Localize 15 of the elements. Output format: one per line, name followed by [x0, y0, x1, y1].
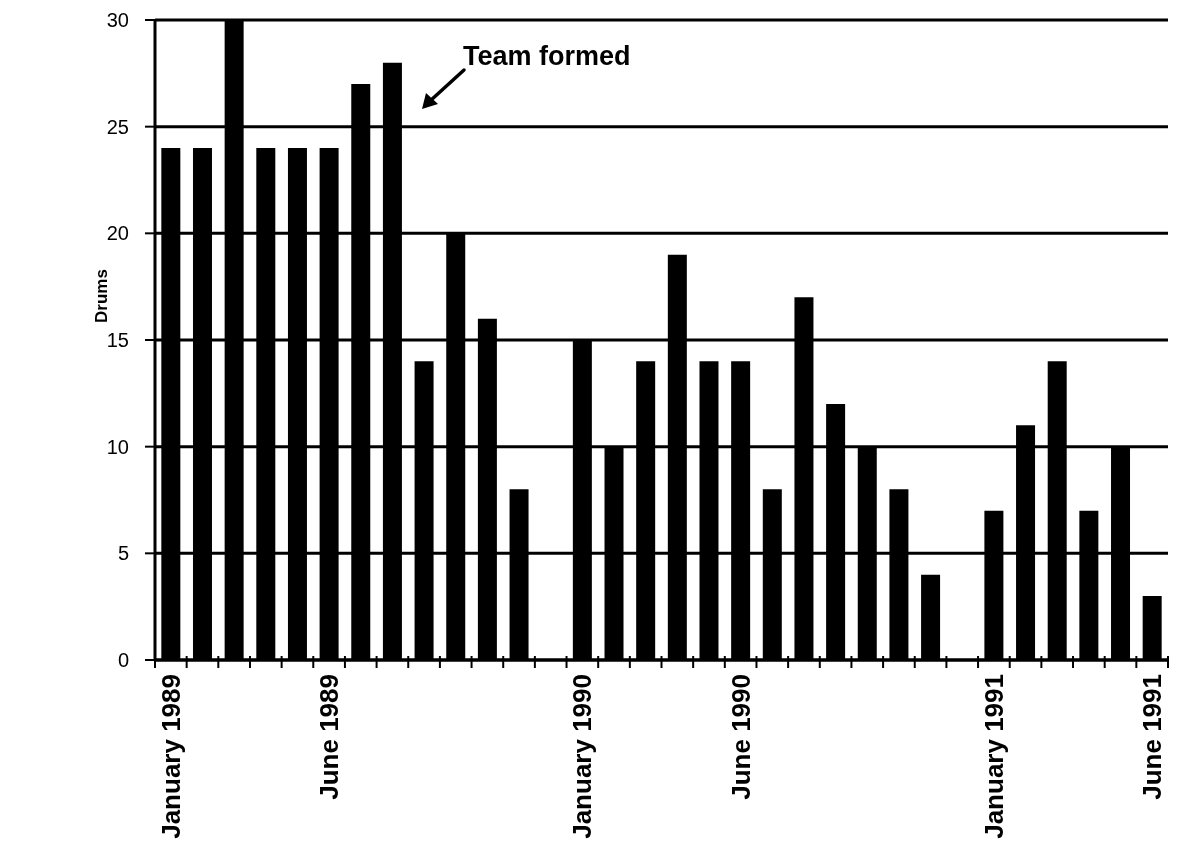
- x-tick-label: June 1991: [1137, 674, 1168, 800]
- y-tick-label: 20: [106, 222, 129, 245]
- annotation: Team formed: [463, 41, 631, 71]
- x-tick-label: January 1989: [155, 674, 186, 839]
- y-tick-label: 25: [106, 115, 129, 138]
- x-tick-label: January 1990: [567, 674, 598, 839]
- x-tick-label: January 1991: [978, 674, 1009, 839]
- y-tick-label: 5: [117, 542, 129, 565]
- y-tick-label: 15: [106, 329, 129, 352]
- x-tick-label: June 1990: [725, 674, 756, 800]
- y-tick-label: 30: [106, 9, 129, 32]
- y-tick-label: 10: [106, 435, 129, 458]
- y-axis-title: Drums: [91, 269, 111, 323]
- x-tick-label: June 1989: [314, 674, 345, 800]
- y-tick-label: 0: [117, 649, 129, 672]
